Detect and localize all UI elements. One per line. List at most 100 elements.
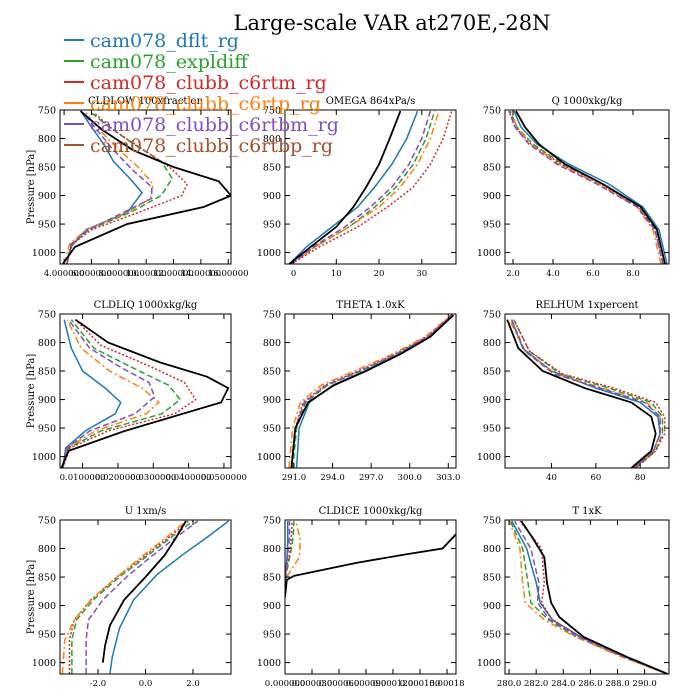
chart-panel-4: 75080085090095010000.01000000.02000000.0… <box>26 300 247 483</box>
x-tick-label: 286.0 <box>578 679 602 689</box>
y-tick-label: 800 <box>38 544 56 555</box>
x-tick-label: 10.00000 <box>126 269 167 279</box>
y-tick-label: 900 <box>483 395 501 406</box>
series-line-6 <box>101 520 187 663</box>
y-tick-label: 800 <box>483 544 501 555</box>
x-tick-label: 6.0 <box>586 269 600 279</box>
x-tick-label: 0.000030 <box>292 679 333 689</box>
series-line-2 <box>62 319 182 468</box>
y-tick-label: 850 <box>263 163 281 174</box>
series-line-2 <box>513 319 664 468</box>
y-tick-label: 850 <box>38 367 56 378</box>
y-tick-label: 1000 <box>32 248 56 259</box>
x-tick-label: 294.0 <box>320 473 344 483</box>
y-tick-label: 850 <box>263 367 281 378</box>
series-line-6 <box>60 318 230 468</box>
series-line-3 <box>68 520 189 674</box>
y-tick-label: 800 <box>263 544 281 555</box>
legend-label: cam078_clubb_c6rtm_rg <box>90 72 327 94</box>
plot-frame <box>284 313 457 469</box>
x-tick-label: 291.0 <box>282 473 306 483</box>
x-tick-label: 0.000000 <box>265 679 306 689</box>
series-line-5 <box>62 319 156 468</box>
legend-label: cam078_clubb_c6rtbp_rg <box>90 135 333 157</box>
x-tick-label: 8.000000 <box>99 269 140 279</box>
y-axis-label: Pressure [hPa] <box>26 560 37 635</box>
y-tick-label: 750 <box>38 310 56 321</box>
plot-frame <box>504 313 670 469</box>
series-line-6 <box>520 520 668 674</box>
legend-label: cam078_dflt_rg <box>90 30 239 52</box>
series-line-3 <box>519 520 668 674</box>
series-line-4 <box>510 110 662 264</box>
y-tick-label: 800 <box>263 338 281 349</box>
figure-title: Large-scale VAR at270E,-28N <box>234 11 551 35</box>
series-line-1 <box>109 520 230 674</box>
plot-frame <box>284 519 457 675</box>
panel-title: T 1xK <box>572 506 602 517</box>
chart-panel-2: 750 800 850 900 950 1000 0 10 20 30 OMEGA 864xPa/s <box>257 96 457 279</box>
y-tick-label: 1000 <box>32 452 56 463</box>
x-tick-label: 20 <box>374 269 385 279</box>
series-line-3 <box>508 110 664 264</box>
plot-frame <box>284 109 457 265</box>
chart-panel-8: 75080085090095010000.0000000.0000300.000… <box>257 506 465 689</box>
y-tick-label: 950 <box>263 424 281 435</box>
y-tick-label: 950 <box>263 220 281 231</box>
panel-title: Q 1000xkg/kg <box>552 96 623 107</box>
x-tick-label: 14.00000 <box>181 269 222 279</box>
series-line-4 <box>288 314 452 468</box>
series-line-3 <box>62 319 197 468</box>
panel-title: U 1xm/s <box>125 506 167 517</box>
x-tick-label: 282.0 <box>524 679 548 689</box>
x-tick-label: 280.0 <box>497 679 521 689</box>
series-line-3 <box>291 110 453 264</box>
series-line-1 <box>511 520 668 674</box>
x-tick-label: 300.0 <box>398 473 422 483</box>
series-line-6 <box>288 110 402 264</box>
x-tick-label: 0.0300000 <box>130 473 176 483</box>
y-axis-label: Pressure [hPa] <box>26 150 37 225</box>
x-tick-label: 0.000120 <box>373 679 414 689</box>
y-tick-label: 1000 <box>257 452 281 463</box>
x-tick-label: 0.0400000 <box>166 473 212 483</box>
plot-frame <box>59 109 232 265</box>
series-line-6 <box>506 319 657 468</box>
x-tick-label: 4.000000 <box>44 269 85 279</box>
series-line-4 <box>62 319 161 468</box>
x-tick-label: 0.0100000 <box>60 473 106 483</box>
x-tick-label: 0.0200000 <box>95 473 141 483</box>
panels-group: 75080085090095010004.0000006.0000008.000… <box>26 96 670 689</box>
series-line-1 <box>288 110 419 264</box>
x-tick-label: 0.00018 <box>429 679 464 689</box>
series-line-4 <box>290 110 440 264</box>
y-tick-label: 950 <box>38 220 56 231</box>
series-line-1 <box>62 319 122 468</box>
y-tick-label: 900 <box>483 601 501 612</box>
x-tick-label: 8.0 <box>626 269 640 279</box>
x-tick-label: 10 <box>331 269 342 279</box>
chart-panel-3: 750 800 850 900 950 1000 2.0 4.0 6.0 8.0 Q 1000xkg… <box>477 96 670 279</box>
series-line-6 <box>61 110 231 264</box>
y-tick-label: 750 <box>263 516 281 527</box>
x-tick-label: 0 <box>291 269 296 279</box>
x-tick-label: 303.0 <box>436 473 460 483</box>
y-tick-label: 1000 <box>477 452 501 463</box>
y-tick-label: 900 <box>38 395 56 406</box>
series-line-5 <box>290 110 432 264</box>
x-tick-label: -2.0 <box>90 679 106 689</box>
y-tick-label: 750 <box>38 516 56 527</box>
y-axis-label: Pressure [hPa] <box>26 354 37 429</box>
series-line-5 <box>85 520 199 674</box>
series-line-4 <box>508 520 668 674</box>
y-tick-label: 900 <box>263 191 281 202</box>
y-tick-label: 850 <box>263 573 281 584</box>
y-tick-label: 800 <box>263 134 281 145</box>
series-line-5 <box>513 520 668 674</box>
y-tick-label: 1000 <box>257 248 281 259</box>
x-tick-label: 297.0 <box>359 473 383 483</box>
y-tick-label: 1000 <box>257 658 281 669</box>
panel-title: CLDICE 1000xkg/kg <box>319 506 423 517</box>
y-tick-label: 800 <box>38 134 56 145</box>
